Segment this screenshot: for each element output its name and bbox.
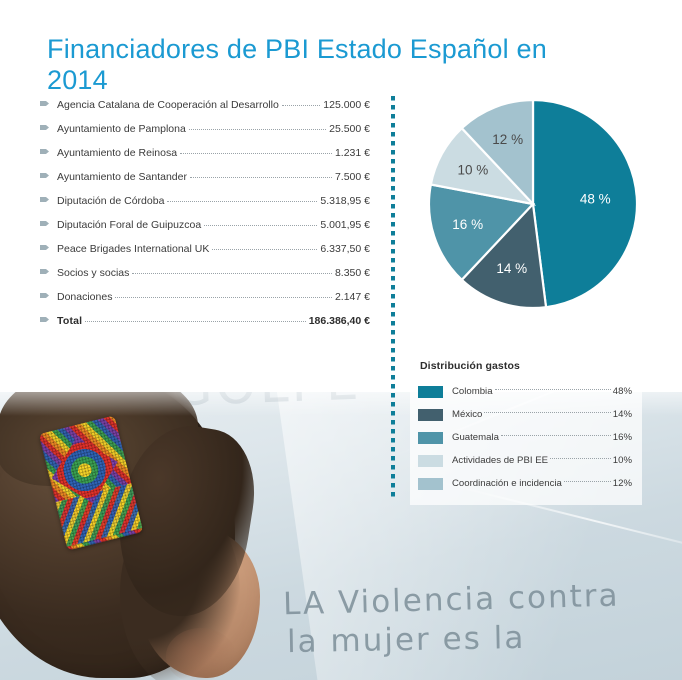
legend-value: 12%	[612, 478, 632, 489]
funder-amount: 1.231 €	[334, 147, 370, 159]
leader-dots	[494, 389, 611, 390]
legend-value: 48%	[612, 386, 632, 397]
leader-dots	[500, 435, 611, 436]
funder-row: Ayuntamiento de Santander 7.500 €	[40, 171, 370, 195]
leader-dots	[132, 273, 332, 274]
funder-name: Diputación Foral de Guipuzcoa	[57, 219, 202, 231]
arrow-bullet-icon	[40, 148, 49, 155]
legend-color-swatch	[418, 408, 443, 421]
funders-total-row: Total 186.386,40 €	[40, 315, 370, 339]
legend-row: Coordinación e incidencia 12%	[418, 472, 632, 495]
leader-dots	[85, 321, 306, 322]
pie-slice-label: 16 %	[452, 217, 483, 232]
funder-row: Socios y socias 8.350 €	[40, 267, 370, 291]
funder-name: Socios y socias	[57, 267, 130, 279]
legend-label: Guatemala	[452, 432, 499, 443]
pie-slice-label: 12 %	[492, 132, 523, 147]
funder-amount: 2.147 €	[334, 291, 370, 303]
funder-row: Peace Brigades International UK 6.337,50 …	[40, 243, 370, 267]
funder-amount: 6.337,50 €	[320, 243, 370, 255]
funder-row: Diputación de Córdoba 5.318,95 €	[40, 195, 370, 219]
arrow-bullet-icon	[40, 172, 49, 179]
funder-name: Total	[57, 315, 83, 327]
leader-dots	[281, 105, 321, 106]
arrow-bullet-icon	[40, 100, 49, 107]
arrow-bullet-icon	[40, 244, 49, 251]
wall-handwriting-line-2: la mujer es la	[286, 619, 526, 661]
funder-row: Diputación Foral de Guipuzcoa 5.001,95 €	[40, 219, 370, 243]
funder-amount: 8.350 €	[334, 267, 370, 279]
leader-dots	[167, 201, 318, 202]
woman-profile	[0, 370, 265, 680]
funder-amount: 5.318,95 €	[320, 195, 370, 207]
funder-name: Ayuntamiento de Reinosa	[57, 147, 178, 159]
legend-value: 14%	[612, 409, 632, 420]
funder-row: Donaciones 2.147 €	[40, 291, 370, 315]
expenses-pie-chart: 48 % 14 % 16 % 10 % 12 %	[428, 99, 638, 309]
funder-name: Peace Brigades International UK	[57, 243, 210, 255]
funder-amount: 186.386,40 €	[308, 315, 370, 327]
funder-row: Ayuntamiento de Reinosa 1.231 €	[40, 147, 370, 171]
legend-value: 10%	[612, 455, 632, 466]
arrow-bullet-icon	[40, 268, 49, 275]
arrow-bullet-icon	[40, 316, 49, 323]
funder-row: Agencia Catalana de Cooperación al Desar…	[40, 99, 370, 123]
funder-amount: 125.000 €	[323, 99, 370, 111]
vertical-dotted-divider	[391, 96, 395, 500]
chart-legend: Distribución gastos Colombia 48% México 14%…	[410, 352, 642, 505]
funder-name: Agencia Catalana de Cooperación al Desar…	[57, 99, 279, 111]
leader-dots	[115, 297, 332, 298]
arrow-bullet-icon	[40, 292, 49, 299]
pie-slice	[428, 183, 536, 282]
leader-dots	[563, 481, 611, 482]
funder-name: Ayuntamiento de Santander	[57, 171, 187, 183]
arrow-bullet-icon	[40, 196, 49, 203]
funder-name: Donaciones	[57, 291, 113, 303]
legend-label: Actividades de PBI EE	[452, 455, 548, 466]
leader-dots	[484, 412, 611, 413]
pie-slice-label: 48 %	[580, 192, 611, 207]
funder-amount: 25.500 €	[329, 123, 370, 135]
leader-dots	[212, 249, 318, 250]
legend-label: Coordinación e incidencia	[452, 478, 562, 489]
leader-dots	[204, 225, 318, 226]
legend-rows: Colombia 48% México 14% Guatemala 16% Activida…	[418, 380, 632, 495]
funder-row: Ayuntamiento de Pamplona 25.500 €	[40, 123, 370, 147]
legend-value: 16%	[612, 432, 632, 443]
page-title: Financiadores de PBI Estado Español en 2…	[47, 34, 547, 96]
pie-slice	[531, 99, 638, 309]
leader-dots	[180, 153, 332, 154]
leader-dots	[550, 458, 611, 459]
legend-row: Actividades de PBI EE 10%	[418, 449, 632, 472]
legend-label: México	[452, 409, 483, 420]
cheek-shading	[166, 628, 236, 680]
legend-row: Guatemala 16%	[418, 426, 632, 449]
pie-slice-label: 10 %	[458, 162, 489, 177]
leader-dots	[188, 129, 327, 130]
legend-color-swatch	[418, 431, 443, 444]
pie-slice-label: 14 %	[496, 261, 527, 276]
funder-name: Ayuntamiento de Pamplona	[57, 123, 186, 135]
pie-slice	[460, 201, 548, 309]
funder-name: Diputación de Córdoba	[57, 195, 165, 207]
funders-list: Agencia Catalana de Cooperación al Desar…	[40, 99, 370, 339]
leader-dots	[189, 177, 332, 178]
pie-svg: 48 % 14 % 16 % 10 %12 %	[428, 99, 638, 309]
arrow-bullet-icon	[40, 220, 49, 227]
funder-amount: 7.500 €	[334, 171, 370, 183]
legend-row: Colombia 48%	[418, 380, 632, 403]
legend-title: Distribución gastos	[420, 360, 520, 372]
legend-color-swatch	[418, 477, 443, 490]
pie-slice	[460, 99, 535, 207]
legend-color-swatch	[418, 385, 443, 398]
legend-row: México 14%	[418, 403, 632, 426]
legend-label: Colombia	[452, 386, 493, 397]
arrow-bullet-icon	[40, 124, 49, 131]
funder-amount: 5.001,95 €	[320, 219, 370, 231]
legend-color-swatch	[418, 454, 443, 467]
